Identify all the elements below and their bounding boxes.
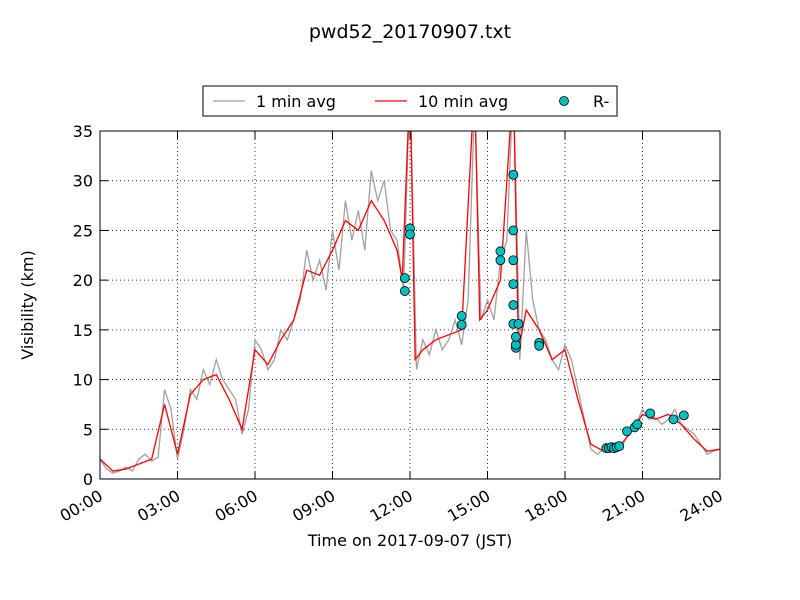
- data-point: [508, 255, 519, 266]
- y-tick-label: 10: [73, 371, 93, 390]
- y-axis-label: Visibility (km): [18, 250, 37, 359]
- plot-area: [100, 131, 720, 474]
- legend-label: 10 min avg: [418, 92, 508, 111]
- data-point: [508, 225, 519, 236]
- data-point: [632, 419, 643, 430]
- chart-title: pwd52_20170907.txt: [309, 21, 511, 43]
- y-tick-label: 30: [73, 172, 93, 191]
- x-axis-label: Time on 2017-09-07 (JST): [307, 531, 512, 550]
- legend: 1 min avg 10 min avg R-: [202, 85, 618, 117]
- data-point: [668, 414, 679, 425]
- legend-label: 1 min avg: [256, 92, 336, 111]
- y-tick-label: 0: [83, 470, 93, 489]
- data-point: [508, 300, 519, 310]
- y-tick-label: 25: [73, 221, 93, 240]
- data-point: [399, 286, 410, 296]
- data-point: [534, 340, 545, 351]
- data-point: [614, 441, 625, 452]
- data-point: [456, 311, 467, 321]
- data-point: [495, 246, 506, 257]
- data-point: [399, 273, 410, 284]
- legend-label: R-: [593, 92, 609, 111]
- data-point: [622, 426, 632, 437]
- y-tick-label: 35: [73, 122, 93, 141]
- y-tick-label: 20: [73, 271, 93, 290]
- data-point: [513, 318, 524, 329]
- legend-frame: [202, 85, 618, 117]
- y-tick-label: 5: [83, 420, 93, 439]
- data-point: [405, 229, 415, 240]
- data-point: [645, 408, 656, 419]
- data-point: [511, 331, 521, 342]
- legend-marker: [559, 96, 569, 106]
- y-tick-label: 15: [73, 321, 93, 340]
- data-point: [495, 255, 506, 266]
- data-point: [508, 169, 519, 180]
- data-point: [508, 279, 519, 290]
- data-point: [678, 410, 689, 421]
- data-point: [456, 319, 467, 330]
